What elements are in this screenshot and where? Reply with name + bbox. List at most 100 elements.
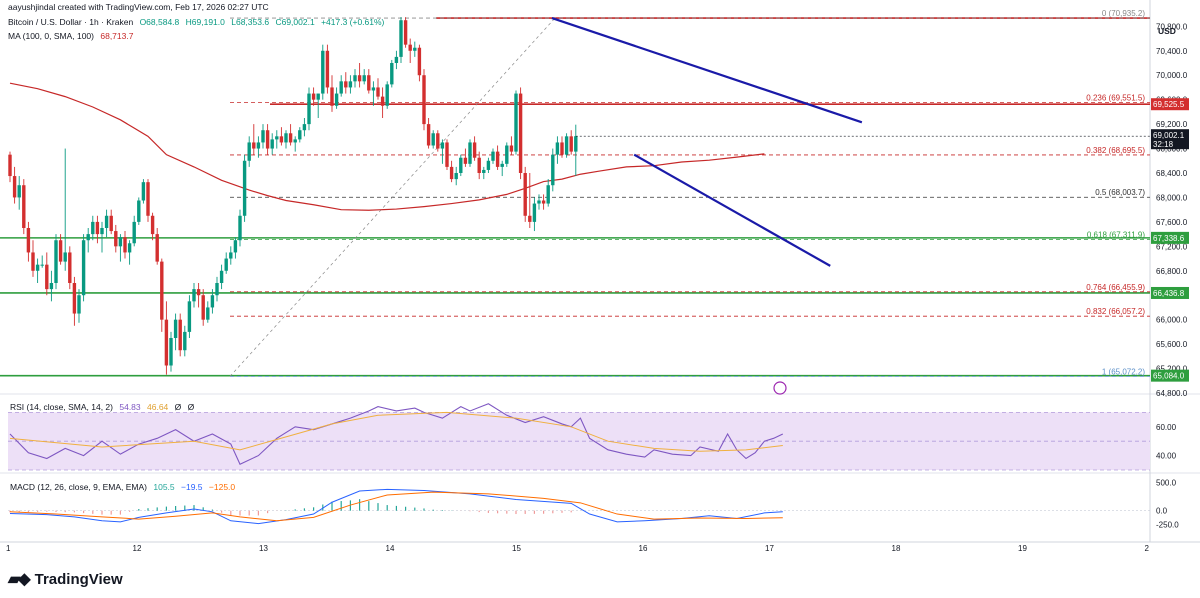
rsi-title: RSI (14, close, SMA, 14, 2) <box>10 402 113 412</box>
macd-tick-label: -250.0 <box>1156 521 1179 530</box>
current-price-label: 69,002.1 <box>1153 131 1185 140</box>
channel-trendline[interactable] <box>633 153 831 267</box>
ma-legend[interactable]: MA (100, 0, SMA, 100) 68,713.7 <box>8 31 137 41</box>
candle-body <box>385 84 389 106</box>
candle-body <box>353 75 357 82</box>
gridlines <box>0 0 1200 543</box>
candle-body <box>551 154 555 186</box>
candle-body <box>505 145 509 164</box>
candle-body <box>564 136 569 155</box>
candle-body <box>371 87 376 91</box>
rsi-extra-2: Ø <box>187 402 195 412</box>
fib-level-label: 1 (65,072.2) <box>1102 367 1145 376</box>
candle-body <box>256 142 261 149</box>
price-tick-label: 68,000.0 <box>1156 193 1188 202</box>
candle-body <box>376 87 380 97</box>
candle-body <box>344 81 348 88</box>
ma-value: 68,713.7 <box>100 31 134 41</box>
candle-body <box>173 319 178 338</box>
candle-body <box>334 93 339 106</box>
candle-body <box>192 289 196 302</box>
price-tick-label: 68,400.0 <box>1156 169 1188 178</box>
candle-body <box>100 228 104 235</box>
price-tag-box <box>1151 369 1189 382</box>
candle-body <box>35 264 40 271</box>
candle-body <box>201 295 205 320</box>
candle-body <box>63 252 67 262</box>
time-tick-label: 17 <box>765 544 774 553</box>
fib-level-label: 0.5 (68,003.7) <box>1095 188 1145 197</box>
macd-histogram-value: 105.5 <box>153 482 175 492</box>
candle-body <box>150 215 155 235</box>
fib-level-label: 0.618 (67,311.9) <box>1087 230 1145 239</box>
candle-body <box>403 20 408 45</box>
candle-body <box>210 295 215 308</box>
candle-body <box>518 93 523 173</box>
candle-body <box>422 75 426 125</box>
candle-body <box>546 185 550 204</box>
price-tick-label: 70,800.0 <box>1156 22 1188 31</box>
candle-body <box>81 240 86 296</box>
candle-body <box>224 258 228 271</box>
tradingview-logo: ▰◆ TradingView <box>8 569 123 589</box>
candle-body <box>459 157 463 173</box>
rsi-polyline <box>9 403 784 465</box>
candle-body <box>196 289 201 296</box>
candle-body <box>169 338 173 366</box>
price-tick-label: 67,200.0 <box>1156 242 1188 251</box>
macd-line-value: −19.5 <box>181 482 203 492</box>
time-tick-label: 13 <box>259 544 268 553</box>
candle-body <box>302 124 307 131</box>
replay-icon[interactable] <box>773 381 787 395</box>
price-tag-label: 65,084.0 <box>1153 372 1185 381</box>
channel-trendline[interactable] <box>551 17 863 124</box>
fib-level-label: 0.236 (69,551.5) <box>1086 94 1145 103</box>
candle-body <box>307 93 311 125</box>
time-tick-label: 16 <box>639 544 648 553</box>
candle-body <box>514 93 518 152</box>
macd-legend[interactable]: MACD (12, 26, close, 9, EMA, EMA) 105.5 … <box>10 482 239 492</box>
candle-body <box>31 252 35 271</box>
candle-body <box>394 56 399 63</box>
candle-body <box>468 142 472 164</box>
price-tick-label: 65,200.0 <box>1156 365 1188 374</box>
candle-body <box>574 136 578 152</box>
rsi-tick-label: 40.00 <box>1156 452 1177 461</box>
change-value: +417.3 (+0.61%) <box>321 17 385 27</box>
fib-level-label: 0 (70,935.2) <box>1102 9 1145 18</box>
macd-tick-label: 0.0 <box>1156 507 1168 516</box>
candle-body <box>380 96 385 106</box>
high-value: H69,191.0 <box>185 17 225 27</box>
candle-body <box>362 75 366 82</box>
candle-body <box>445 142 449 167</box>
price-tick-label: 64,800.0 <box>1156 389 1188 398</box>
candle-body <box>26 228 31 253</box>
candle-body <box>219 270 224 283</box>
fibonacci-retracement[interactable]: 0 (70,935.2) 0.236 (69,551.5) 0.382 (68,69… <box>229 9 1150 377</box>
candle-body <box>146 182 150 216</box>
candle-body <box>45 264 49 290</box>
macd-signal-polyline <box>9 491 783 522</box>
trendlines[interactable] <box>551 17 863 267</box>
fib-level-label: 0.382 (68,695.5) <box>1086 146 1145 155</box>
candle-body <box>215 283 219 296</box>
candle-body <box>500 163 504 167</box>
candle-body <box>463 157 468 164</box>
ma100-line <box>9 82 765 211</box>
candle-body <box>348 81 353 88</box>
candle-body <box>454 173 458 180</box>
candle-body <box>109 215 113 232</box>
ma-label: MA (100, 0, SMA, 100) <box>8 31 94 41</box>
time-tick-label: 1 <box>6 544 11 553</box>
candle-body <box>160 261 164 320</box>
author-line: aayushjindal created with TradingView.co… <box>8 2 269 12</box>
candle-body <box>206 307 210 320</box>
candle-body <box>298 130 302 140</box>
tradingview-mark-icon: ▰◆ <box>8 571 31 588</box>
rsi-legend[interactable]: RSI (14, close, SMA, 14, 2) 54.83 46.64 … <box>10 402 198 412</box>
candle-body <box>390 63 394 85</box>
candle-body <box>293 139 297 143</box>
price-tick-label: 66,800.0 <box>1156 267 1188 276</box>
time-tick-label: 12 <box>133 544 142 553</box>
